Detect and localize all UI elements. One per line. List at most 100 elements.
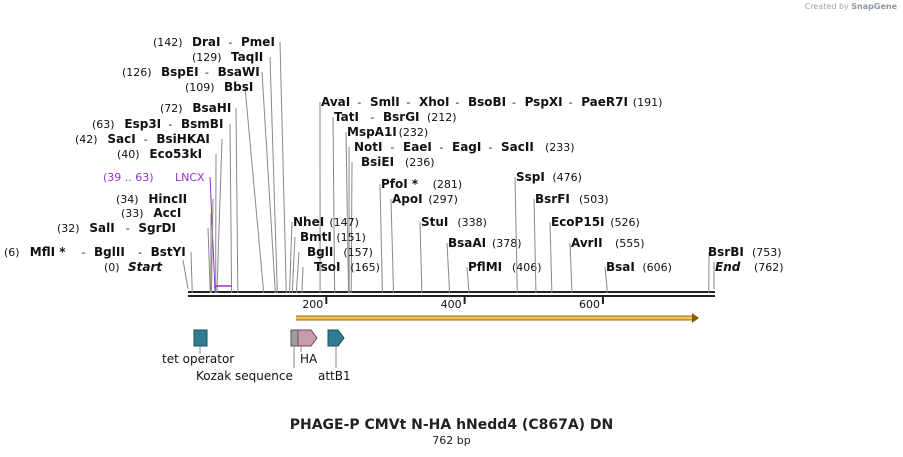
- restriction-site-label: SspI (476): [516, 170, 582, 184]
- attb1-label: attB1: [318, 369, 351, 383]
- site-position: (606): [642, 261, 672, 274]
- site-leader-line: [289, 221, 293, 293]
- restriction-site-label: (63) Esp3I - BsmBI: [92, 117, 223, 131]
- enzyme-separator: -: [455, 96, 459, 109]
- enzyme-name: BsaHI: [192, 101, 231, 115]
- restriction-site-label: TsoI (165): [314, 260, 380, 274]
- restriction-site-label: AvrII (555): [571, 236, 645, 250]
- site-leader-line: [279, 41, 287, 293]
- enzyme-name: BsaI: [606, 260, 635, 274]
- enzyme-name: SspI: [516, 170, 545, 184]
- enzyme-name: TaqII: [231, 50, 263, 64]
- enzyme-name: Eco53kI: [149, 147, 202, 161]
- site-leader-line: [269, 56, 278, 293]
- enzyme-separator: -: [406, 96, 410, 109]
- restriction-site-label: (142) DraI - PmeI: [153, 35, 275, 49]
- enzyme-name: SacII: [501, 140, 534, 154]
- enzyme-name: PspXI: [525, 95, 563, 109]
- enzyme-name: AvaI: [321, 95, 350, 109]
- enzyme-name: BsmBI: [181, 117, 223, 131]
- enzyme-name: BsrGI: [383, 110, 420, 124]
- site-leader-line: [350, 161, 353, 293]
- site-leader-line: [446, 242, 450, 293]
- end-label: End: [715, 260, 741, 274]
- tet-operator-box: [193, 329, 208, 347]
- kozak-label: Kozak sequence: [196, 369, 293, 383]
- enzyme-separator: -: [569, 96, 573, 109]
- ruler-tick-label: 400: [441, 298, 462, 311]
- snapgene-logo: SnapGene: [851, 2, 897, 11]
- enzyme-name: SacI: [107, 132, 135, 146]
- site-position: (378): [492, 237, 522, 250]
- restriction-site-label: AvaI - SmlI - XhoI - BsoBI - PspXI - PaeR7I (191): [321, 95, 662, 109]
- restriction-site-label: NheI (147): [293, 215, 359, 229]
- lncx-leader: [209, 176, 216, 293]
- restriction-site-label: (32) SalI - SgrDI: [57, 221, 176, 235]
- enzyme-name: SgrDI: [138, 221, 176, 235]
- kozak-box: [290, 329, 299, 347]
- site-position: (34): [116, 193, 139, 206]
- enzyme-separator: -: [370, 111, 374, 124]
- watermark-prefix: Created by: [804, 2, 849, 11]
- enzyme-name: BsrBI: [708, 245, 744, 259]
- site-leader-line: [332, 116, 336, 293]
- site-position: (212): [427, 111, 457, 124]
- site-leader-line: [235, 107, 239, 293]
- site-position: (72): [160, 102, 183, 115]
- enzyme-name: NotI: [354, 140, 383, 154]
- site-leader-line: [533, 198, 537, 293]
- site-position: LNCX: [175, 171, 205, 184]
- restriction-site-label: TatI - BsrGI (212): [334, 110, 457, 124]
- site-position: (109): [185, 81, 215, 94]
- site-position: (165): [350, 261, 380, 274]
- restriction-site-label: StuI (338): [421, 215, 487, 229]
- site-position: (338): [457, 216, 487, 229]
- enzyme-name: Esp3I: [124, 117, 161, 131]
- enzyme-name: BsrFI: [535, 192, 570, 206]
- enzyme-name: BsiEI: [361, 155, 394, 169]
- restriction-site-label: (72) BsaHI: [160, 101, 231, 115]
- enzyme-name: EcoP15I: [551, 215, 605, 229]
- site-leader-line: [296, 251, 300, 293]
- enzyme-separator: -: [168, 118, 172, 131]
- enzyme-separator: -: [439, 141, 443, 154]
- site-position: (555): [615, 237, 645, 250]
- site-leader-line: [291, 236, 296, 293]
- restriction-site-label: EcoP15I (526): [551, 215, 640, 229]
- site-position: (503): [579, 193, 609, 206]
- site-position: (40): [117, 148, 140, 161]
- site-position: (526): [610, 216, 640, 229]
- site-leader-line: [549, 221, 553, 293]
- site-position: (126): [122, 66, 152, 79]
- enzyme-name: NheI: [293, 215, 324, 229]
- site-leader-line: [569, 242, 573, 293]
- enzyme-name: HincII: [148, 192, 187, 206]
- restriction-site-label: BglI (157): [307, 245, 373, 259]
- site-leader-line: [216, 138, 223, 293]
- site-leader-line: [244, 86, 264, 293]
- tet-operator-label: tet operator: [162, 352, 234, 366]
- restriction-site-label: (42) SacI - BsiHKAI: [75, 132, 210, 146]
- site-leader-line: [261, 71, 276, 293]
- enzyme-name: PfoI *: [381, 177, 419, 191]
- enzyme-name: MspA1I: [347, 125, 397, 139]
- site-leader-line: [345, 131, 349, 293]
- lncx-feature-label: (39 .. 63) LNCX: [103, 171, 205, 184]
- enzyme-separator: -: [228, 36, 232, 49]
- site-position: (233): [545, 141, 575, 154]
- site-position: (6): [4, 246, 20, 259]
- ha-label: HA: [300, 352, 318, 366]
- enzyme-name: MflI *: [30, 245, 66, 259]
- enzyme-name: XhoI: [419, 95, 450, 109]
- orf-arrow-head: [692, 313, 699, 323]
- enzyme-separator: -: [357, 96, 361, 109]
- ruler-tick-label: 600: [579, 298, 600, 311]
- enzyme-name: BsaWI: [218, 65, 260, 79]
- site-leader-line: [207, 227, 211, 293]
- site-leader-line: [514, 176, 518, 293]
- snapgene-watermark: Created by SnapGene: [805, 2, 897, 11]
- site-position: (281): [433, 178, 463, 191]
- site-position: (297): [428, 193, 458, 206]
- enzyme-separator: -: [144, 133, 148, 146]
